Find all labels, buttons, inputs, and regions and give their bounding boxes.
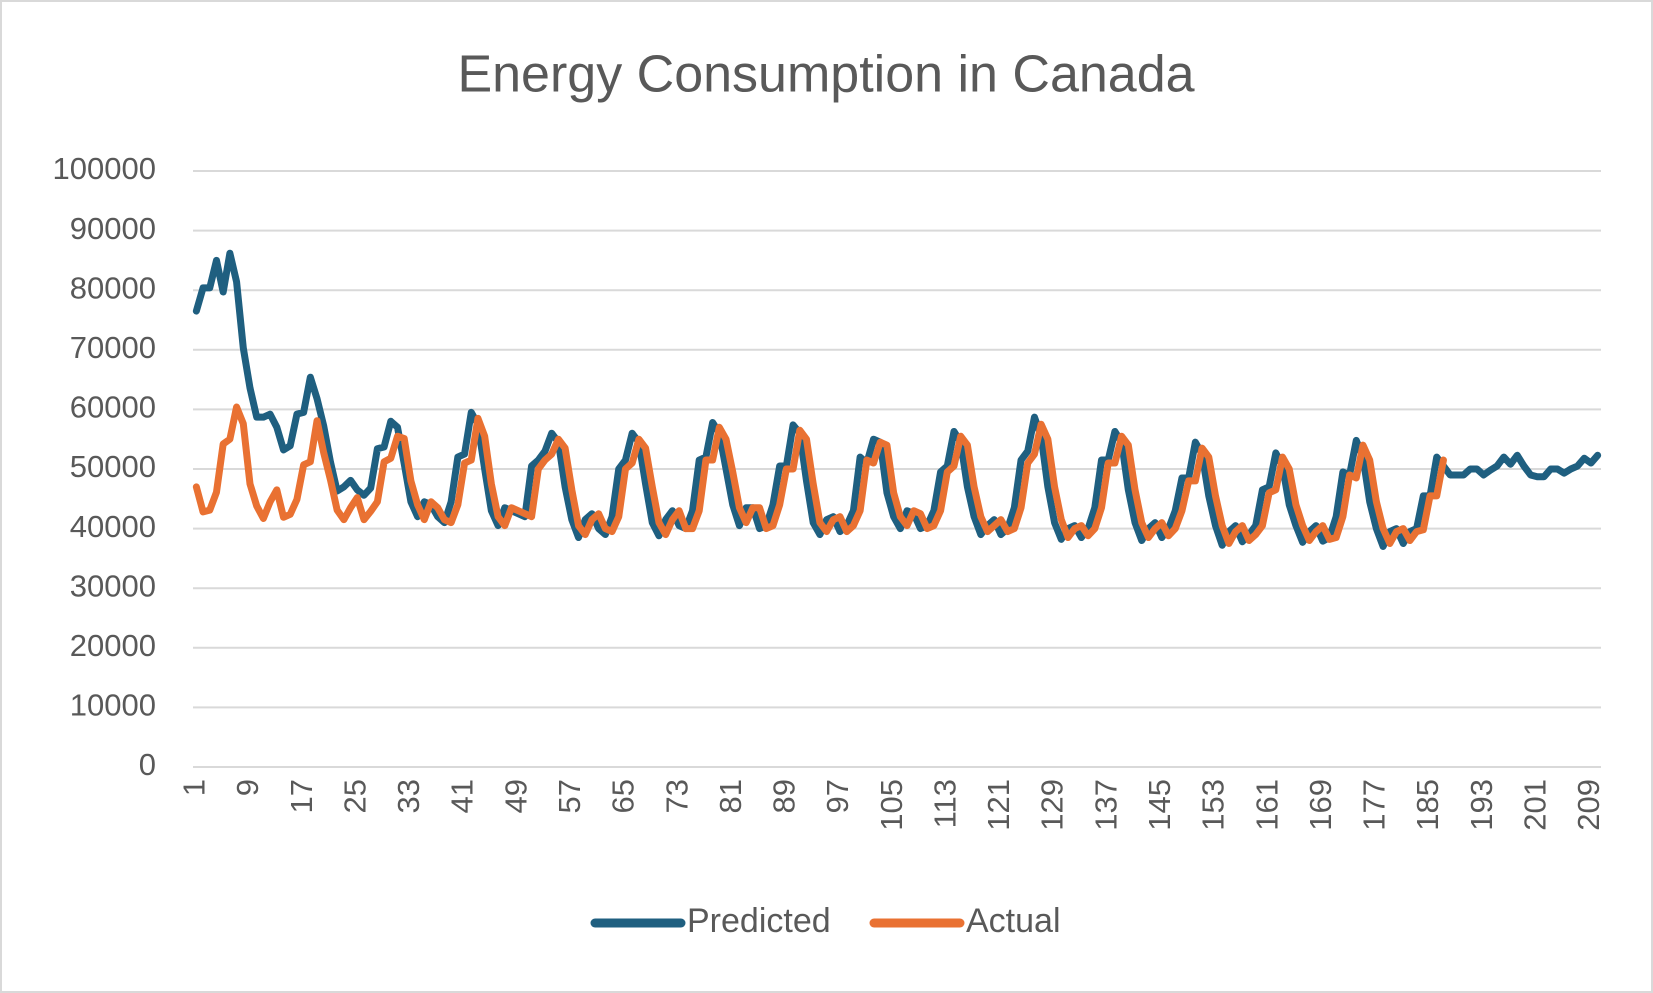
x-tick-label: 89 — [767, 779, 802, 813]
y-tick-label: 100000 — [53, 151, 156, 186]
x-tick-label: 9 — [230, 779, 265, 796]
x-tick-label: 73 — [659, 779, 694, 813]
x-tick-label: 169 — [1303, 779, 1338, 831]
x-tick-label: 65 — [606, 779, 641, 813]
y-tick-label: 80000 — [70, 270, 156, 305]
legend-label: Actual — [966, 902, 1061, 940]
y-tick-label: 20000 — [70, 628, 156, 663]
x-tick-label: 193 — [1464, 779, 1499, 831]
x-tick-label: 105 — [874, 779, 909, 831]
x-tick-label: 97 — [820, 779, 855, 813]
y-tick-label: 50000 — [70, 449, 156, 484]
y-tick-label: 40000 — [70, 509, 156, 544]
x-tick-label: 161 — [1249, 779, 1284, 831]
y-tick-label: 10000 — [70, 688, 156, 723]
series-line — [192, 403, 1447, 547]
x-tick-label: 177 — [1357, 779, 1392, 831]
x-tick-label: 153 — [1196, 779, 1231, 831]
x-tick-label: 25 — [337, 779, 372, 813]
x-tick-label: 121 — [981, 779, 1016, 831]
y-tick-label: 60000 — [70, 390, 156, 425]
y-tick-label: 0 — [139, 747, 156, 782]
x-tick-label: 137 — [1088, 779, 1123, 831]
x-tick-label: 33 — [391, 779, 426, 813]
x-tick-label: 129 — [1035, 779, 1070, 831]
chart-title: Energy Consumption in Canada — [457, 46, 1194, 104]
x-tick-label: 57 — [552, 779, 587, 813]
x-tick-label: 185 — [1410, 779, 1445, 831]
x-tick-label: 41 — [445, 779, 480, 813]
y-tick-label: 90000 — [70, 211, 156, 246]
y-tick-label: 30000 — [70, 568, 156, 603]
y-tick-label: 70000 — [70, 330, 156, 365]
x-tick-label: 49 — [498, 779, 533, 813]
x-tick-label: 17 — [284, 779, 319, 813]
x-tick-label: 81 — [713, 779, 748, 813]
x-tick-label: 145 — [1142, 779, 1177, 831]
x-tick-label: 209 — [1571, 779, 1606, 831]
x-tick-label: 1 — [177, 779, 212, 796]
x-tick-label: 113 — [927, 779, 962, 828]
x-tick-label: 201 — [1517, 779, 1552, 831]
legend-label: Predicted — [687, 902, 831, 940]
